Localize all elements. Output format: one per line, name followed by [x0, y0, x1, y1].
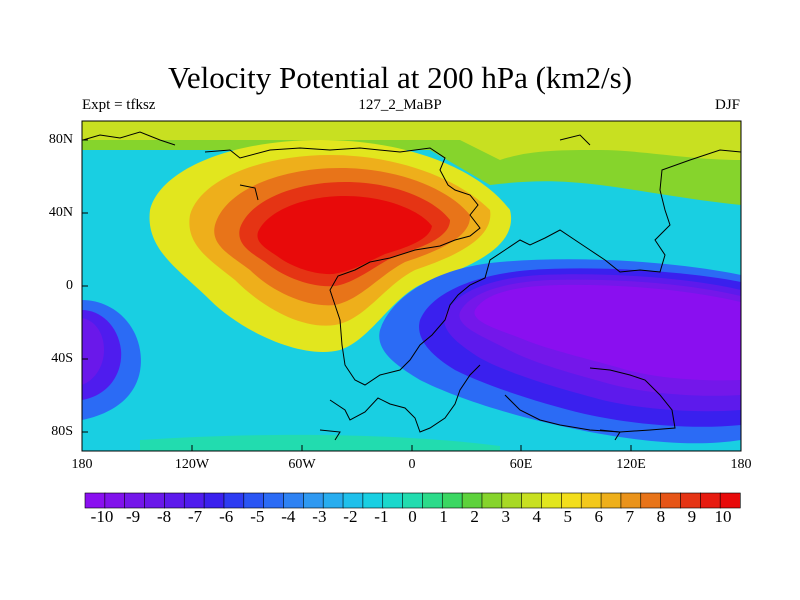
chart-title: Velocity Potential at 200 hPa (km2/s) — [167, 60, 633, 95]
band-south — [140, 434, 500, 451]
experiment-label: Expt = tfksz — [82, 97, 156, 113]
coastline-island-3 — [239, 184, 259, 201]
colorbar-swatch — [164, 492, 185, 509]
colorbar-swatch — [521, 492, 543, 509]
colorbar-label: -5 — [250, 507, 265, 526]
lon-label: 60E — [509, 457, 533, 472]
coastline-north — [82, 131, 176, 146]
colorbar-swatch — [362, 492, 384, 509]
colorbar-label: 1 — [439, 507, 448, 526]
colorbar-label: -9 — [126, 507, 141, 526]
colorbar-swatch — [263, 492, 285, 509]
colorbar-label: 6 — [594, 507, 604, 526]
colorbar — [84, 492, 741, 509]
coastline-island-4 — [559, 134, 591, 146]
colorbar-swatch — [382, 492, 404, 509]
colorbar-swatch — [441, 492, 463, 509]
lon-label: 120W — [174, 457, 210, 472]
colorbar-swatch — [84, 492, 106, 509]
colorbar-swatch — [322, 492, 344, 509]
lat-label: 40S — [51, 351, 73, 366]
colorbar-swatch — [680, 492, 701, 509]
colorbar-label: 0 — [408, 507, 417, 526]
colorbar-swatch — [243, 492, 265, 509]
season-label: DJF — [714, 97, 740, 113]
colorbar-swatch — [660, 492, 682, 509]
colorbar-label: -4 — [281, 507, 296, 526]
coastlines — [82, 131, 741, 441]
colorbar-label: -10 — [90, 507, 114, 526]
colorbar-label: -7 — [188, 507, 203, 526]
colorbar-swatch — [203, 492, 225, 509]
colorbar-label: -8 — [157, 507, 172, 526]
colorbar-swatch — [104, 492, 126, 509]
lat-label: 80S — [51, 424, 73, 439]
run-label: 127_2_MaBP — [358, 97, 442, 113]
colorbar-label: 7 — [625, 507, 635, 526]
band-north-yellowgreen — [82, 121, 741, 160]
colorbar-label: 3 — [501, 507, 510, 526]
coastline-south-1 — [329, 364, 481, 433]
colorbar-swatch — [144, 492, 166, 509]
colorbar-label: -6 — [219, 507, 234, 526]
contour-neg-west-3 — [82, 318, 104, 385]
lon-label: 180 — [730, 457, 752, 472]
coastline-main — [204, 147, 741, 386]
colorbar-swatch — [283, 492, 304, 509]
colorbar-swatch — [719, 492, 741, 509]
contour-pos-max — [257, 196, 432, 275]
colorbar-swatch — [124, 492, 146, 509]
colorbar-label: -2 — [343, 507, 358, 526]
colorbar-swatch — [580, 492, 602, 509]
coastline-australia — [504, 367, 676, 433]
lon-label: 60W — [288, 457, 316, 472]
colorbar-swatch — [422, 492, 443, 509]
colorbar-label: 10 — [714, 507, 732, 526]
colorbar-swatch — [183, 492, 205, 509]
colorbar-swatch — [699, 492, 721, 509]
lon-label: 120E — [616, 457, 646, 472]
colorbar-label: 5 — [563, 507, 573, 526]
lon-label: 0 — [408, 457, 416, 472]
colorbar-swatch — [600, 492, 622, 509]
colorbar-swatch — [541, 492, 562, 509]
colorbar-label: 8 — [656, 507, 666, 526]
colorbar-label: 4 — [532, 507, 541, 526]
colorbar-swatch — [640, 492, 662, 509]
contour-neg-min — [474, 284, 741, 381]
lat-label: 0 — [66, 278, 73, 293]
colorbar-label: -1 — [374, 507, 389, 526]
lat-label: 80N — [48, 132, 73, 147]
colorbar-swatch — [342, 492, 364, 509]
colorbar-swatch — [501, 492, 523, 509]
coastline-island-2 — [599, 429, 621, 441]
axis-ticks — [81, 139, 742, 451]
colorbar-swatch — [303, 492, 324, 509]
colorbar-swatch — [620, 492, 642, 509]
colorbar-swatch — [223, 492, 245, 509]
lon-label: 180 — [71, 457, 93, 472]
colorbar-label: 9 — [687, 507, 697, 526]
colorbar-swatch — [461, 492, 483, 509]
colorbar-swatch — [561, 492, 582, 509]
colorbar-label: 2 — [470, 507, 479, 526]
colorbar-swatch — [402, 492, 424, 509]
contour-field — [82, 121, 741, 451]
colorbar-swatch — [481, 492, 503, 509]
lat-label: 40N — [48, 205, 73, 220]
colorbar-label: -3 — [312, 507, 327, 526]
coastline-island-1 — [319, 429, 341, 441]
